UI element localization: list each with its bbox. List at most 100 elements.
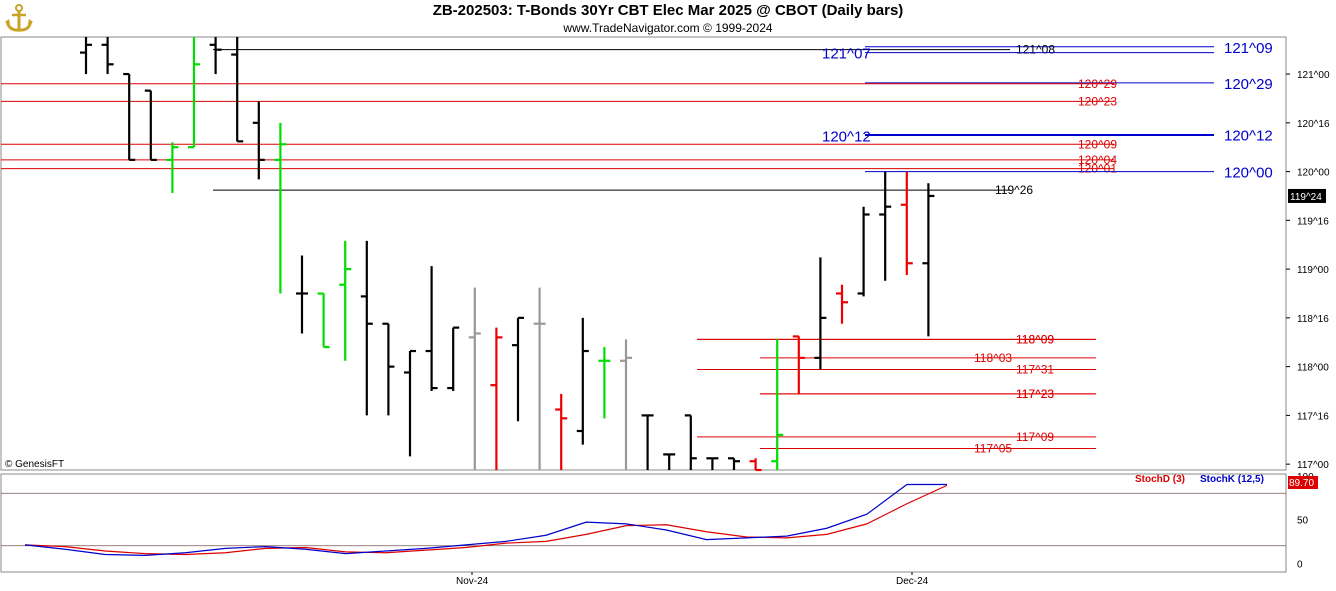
price-level: 117^05 [760, 442, 1096, 456]
price-bar [814, 257, 827, 370]
price-level: 120^29 [1, 77, 1117, 91]
x-tick-label: Nov-24 [456, 576, 489, 587]
price-bar [447, 326, 460, 392]
price-bar [252, 101, 265, 180]
price-bars [80, 37, 935, 472]
stoch-series-line [24, 483, 947, 556]
chart-subtitle: www.TradeNavigator.com © 1999-2024 [563, 21, 773, 35]
price-level: 120^09 [1, 137, 1117, 151]
price-level: 121^07 [822, 46, 1214, 63]
price-bar [209, 37, 222, 75]
price-level: 117^09 [697, 430, 1096, 444]
date-axis: Nov-24 Dec-24 [456, 572, 929, 587]
level-label: 121^07 [822, 46, 871, 63]
price-plot-area [0, 36, 1287, 471]
price-bar [879, 171, 892, 281]
level-label: 117^31 [1016, 363, 1054, 377]
level-label: 120^12 [822, 128, 871, 145]
stoch-legend-d: StochD (3) [1135, 474, 1185, 485]
price-axis: 117^00 117^16 118^00 118^16 119^00 119^16 120^… [1286, 70, 1330, 471]
price-level: 118^09 [697, 332, 1096, 346]
price-bar [144, 89, 157, 161]
price-level: 120^12 [822, 128, 1214, 145]
price-level: 117^31 [697, 363, 1096, 377]
price-bar [274, 122, 287, 294]
price-bar [836, 284, 848, 324]
price-level: 120^01 [1, 162, 1117, 176]
price-bar [382, 322, 395, 416]
stoch-value-badge [1288, 476, 1318, 489]
price-level: 120^04 [1, 153, 1117, 167]
price-bar [922, 183, 935, 337]
chart-header: ZB-202503: T-Bonds 30Yr CBT Elec Mar 202… [0, 0, 1336, 36]
price-level: 120^29 [865, 76, 1273, 93]
y-tick-label: 117^16 [1297, 411, 1329, 422]
price-bar [166, 142, 179, 194]
last-price-badge [1288, 188, 1326, 203]
price-bar [620, 339, 632, 470]
price-bar [468, 287, 481, 470]
y-tick-label: 120^00 [1297, 168, 1330, 179]
level-label: 121^08 [1016, 43, 1055, 57]
price-level: 120^00 [865, 165, 1273, 182]
y-tick-label: 119^16 [1297, 216, 1329, 227]
price-bar [641, 414, 654, 470]
price-bar [339, 240, 352, 361]
price-bar [900, 171, 913, 275]
level-label: 121^09 [1224, 40, 1273, 57]
price-level: 121^09 [865, 40, 1273, 57]
stochastic-panel: 050100StochD (3)StochK (12,5)89.70 [1, 472, 1318, 570]
price-bar [296, 255, 308, 334]
price-level: 120^12 [865, 128, 1273, 145]
price-bar [231, 37, 244, 143]
y-tick-label: 119^00 [1297, 265, 1329, 276]
y-tick-label: 121^00 [1297, 70, 1330, 81]
level-label: 120^04 [1078, 153, 1117, 167]
stoch-legend-k: StochK (12,5) [1200, 474, 1264, 485]
last-price-label: 119^24 [1290, 192, 1322, 203]
price-bar [555, 393, 568, 470]
level-label: 118^09 [1016, 332, 1054, 346]
y-tick-label: 118^16 [1297, 314, 1329, 325]
price-bar [598, 347, 611, 419]
watermark-text: © GenesisFT [5, 459, 64, 470]
price-level: 120^23 [1, 94, 1117, 108]
price-panel [0, 36, 1287, 573]
level-label: 118^03 [974, 351, 1012, 365]
price-bar [101, 37, 114, 75]
level-label: 120^09 [1078, 137, 1117, 151]
price-bar [684, 414, 697, 470]
price-level: 117^23 [760, 387, 1096, 401]
stochastic-plot-area [0, 473, 1287, 573]
stoch-tick-label: 50 [1297, 516, 1309, 527]
y-tick-label: 120^16 [1297, 119, 1330, 130]
level-label: 117^23 [1016, 387, 1054, 401]
level-label: 119^26 [995, 183, 1033, 197]
price-bar [360, 240, 373, 416]
y-tick-label: 118^00 [1297, 363, 1329, 374]
level-label: 120^00 [1224, 165, 1273, 182]
price-bar [512, 316, 524, 422]
price-level: 121^08 [213, 43, 1055, 57]
price-bar [188, 37, 200, 149]
price-bar [317, 292, 330, 349]
price-level: 119^26 [213, 183, 1033, 197]
price-bar [425, 266, 438, 392]
stoch-series-line [24, 484, 948, 556]
price-bar [576, 317, 589, 445]
stoch-tick-label: 0 [1297, 559, 1303, 570]
level-label: 120^12 [1224, 128, 1273, 145]
level-label: 120^23 [1078, 94, 1117, 108]
price-bar [404, 349, 416, 457]
price-bar [749, 458, 762, 472]
level-label: 120^29 [1224, 76, 1273, 93]
price-bar [728, 457, 740, 470]
price-bar [80, 37, 92, 75]
price-bar [663, 453, 676, 470]
level-label: 117^05 [974, 442, 1012, 456]
price-bar [123, 72, 136, 161]
y-tick-label: 117^00 [1297, 460, 1329, 471]
price-bar [706, 457, 719, 470]
anchor-logo-icon[interactable] [3, 2, 35, 34]
